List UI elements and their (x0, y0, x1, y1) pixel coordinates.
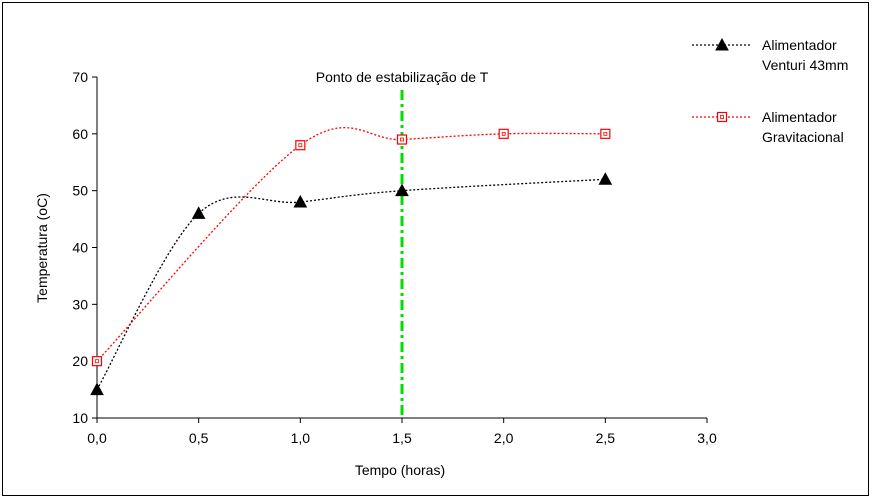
series-line-1 (96, 127, 606, 362)
series-point-1 (396, 134, 408, 145)
legend-marker-1-inner (720, 115, 724, 119)
x-tick-label: 1,0 (291, 430, 311, 446)
series-point-1-inner (603, 131, 608, 136)
series-point-1 (91, 356, 103, 367)
legend-label-0: Alimentador (762, 37, 837, 53)
series-point-1-inner (298, 143, 303, 148)
legend-label-0: Venturi 43mm (762, 57, 848, 73)
series-line-0 (96, 178, 606, 390)
legend-label-1: Gravitacional (762, 129, 844, 145)
y-tick-label: 10 (72, 410, 88, 426)
x-tick-label: 1,5 (392, 430, 412, 446)
series-point-0 (191, 206, 206, 219)
x-tick-label: 0,5 (189, 430, 209, 446)
x-tick-label: 2,0 (494, 430, 514, 446)
series-point-0 (90, 382, 104, 396)
series-point-1-inner (501, 131, 506, 136)
series-point-1 (295, 140, 306, 151)
y-tick-label: 20 (72, 353, 88, 369)
y-tick-label: 50 (72, 183, 88, 199)
legend-marker-1 (716, 111, 728, 123)
y-tick-label: 30 (72, 296, 88, 312)
x-tick-label: 3,0 (697, 430, 717, 446)
legend-label-1: Alimentador (762, 109, 837, 125)
y-tick-label: 60 (72, 126, 88, 142)
legend-marker-0 (715, 37, 729, 51)
series-point-1-inner (95, 359, 99, 364)
series-point-0 (293, 194, 308, 208)
series-point-1 (600, 128, 611, 139)
x-tick-label: 0,0 (87, 430, 107, 446)
x-axis-label: Tempo (horas) (355, 462, 445, 478)
stabilization-label: Ponto de estabilização de T (316, 69, 489, 85)
x-tick-label: 2,5 (596, 430, 616, 446)
series-point-0 (395, 183, 409, 197)
annotations: Ponto de estabilização de T (316, 69, 489, 418)
y-tick-label: 40 (72, 240, 88, 256)
y-axis-label: Temperatura (oC) (34, 193, 50, 303)
ticks: 10 20 30 40 50 60 70 0,0 0,5 1,0 1,5 2,0 2,5 3,0 (72, 69, 717, 446)
series (90, 127, 613, 396)
series-point-1 (498, 128, 509, 139)
legend: Alimentador Venturi 43mm Alimentador Gravit… (692, 37, 848, 145)
series-point-0 (598, 172, 613, 185)
y-tick-label: 70 (72, 69, 88, 85)
series-point-1-inner (400, 137, 404, 142)
